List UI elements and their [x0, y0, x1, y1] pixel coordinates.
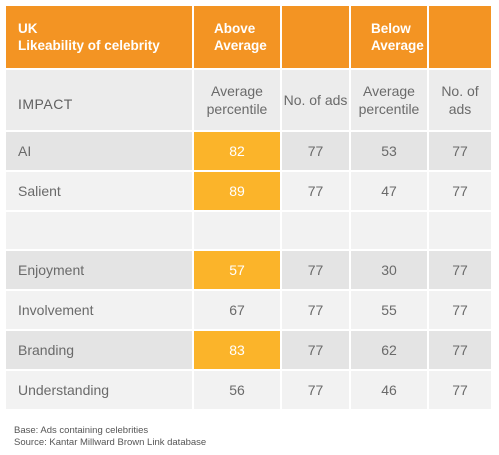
below-ads-cell: 77	[429, 371, 491, 411]
below-ads-cell: 77	[429, 132, 491, 172]
spacer-cell	[282, 212, 351, 251]
footnote-base: Base: Ads containing celebrities	[14, 425, 149, 436]
above-ads-cell: 77	[282, 291, 351, 331]
above-ads-cell: 77	[282, 251, 351, 291]
table-row: AI 82 77 53 77	[6, 132, 491, 172]
subheader-row: IMPACT Average percentile No. of ads Ave…	[6, 70, 491, 132]
spacer-cell	[6, 212, 194, 251]
header-blank-1	[282, 6, 351, 70]
above-ads-cell: 77	[282, 371, 351, 411]
header-row: UK Likeability of celebrity Above Averag…	[6, 6, 491, 70]
row-label: Understanding	[6, 371, 194, 411]
row-label: AI	[6, 132, 194, 172]
table-row: Enjoyment 57 77 30 77	[6, 251, 491, 291]
header-title: UK Likeability of celebrity	[6, 6, 194, 70]
above-percentile-cell: 89	[194, 172, 282, 212]
above-percentile-cell: 67	[194, 291, 282, 331]
spacer-cell	[351, 212, 429, 251]
below-ads-cell: 77	[429, 172, 491, 212]
above-ads-cell: 77	[282, 132, 351, 172]
above-percentile-cell: 56	[194, 371, 282, 411]
header-country: UK	[18, 21, 38, 36]
below-ads-cell: 77	[429, 291, 491, 331]
row-label: Involvement	[6, 291, 194, 331]
above-avg-percentile-header: Average percentile	[194, 70, 282, 132]
row-label: Branding	[6, 331, 194, 371]
header-blank-2	[429, 6, 491, 70]
likeability-table: UK Likeability of celebrity Above Averag…	[6, 6, 491, 411]
header-subject: Likeability of celebrity	[18, 38, 160, 53]
header-below-average: Below Average	[351, 6, 429, 70]
below-no-of-ads-header: No. of ads	[429, 70, 491, 132]
above-ads-cell: 77	[282, 172, 351, 212]
table-row: Involvement 67 77 55 77	[6, 291, 491, 331]
below-percentile-cell: 53	[351, 132, 429, 172]
footnote-source: Source: Kantar Millward Brown Link datab…	[14, 437, 207, 448]
table-row: Understanding 56 77 46 77	[6, 371, 491, 411]
table-row: Branding 83 77 62 77	[6, 331, 491, 371]
below-percentile-cell: 62	[351, 331, 429, 371]
above-no-of-ads-header: No. of ads	[282, 70, 351, 132]
above-percentile-cell: 83	[194, 331, 282, 371]
header-above-average: Above Average	[194, 6, 282, 70]
spacer-cell	[194, 212, 282, 251]
spacer-cell	[429, 212, 491, 251]
below-avg-percentile-header: Average percentile	[351, 70, 429, 132]
above-percentile-cell: 57	[194, 251, 282, 291]
below-ads-cell: 77	[429, 331, 491, 371]
below-ads-cell: 77	[429, 251, 491, 291]
below-percentile-cell: 55	[351, 291, 429, 331]
below-percentile-cell: 47	[351, 172, 429, 212]
table-row: Salient 89 77 47 77	[6, 172, 491, 212]
footnote: Base: Ads containing celebrities Source:…	[14, 425, 206, 449]
row-label: Enjoyment	[6, 251, 194, 291]
below-percentile-cell: 30	[351, 251, 429, 291]
below-percentile-cell: 46	[351, 371, 429, 411]
above-ads-cell: 77	[282, 331, 351, 371]
above-percentile-cell: 82	[194, 132, 282, 172]
row-label: Salient	[6, 172, 194, 212]
spacer-row	[6, 212, 491, 251]
impact-label: IMPACT	[6, 70, 194, 132]
